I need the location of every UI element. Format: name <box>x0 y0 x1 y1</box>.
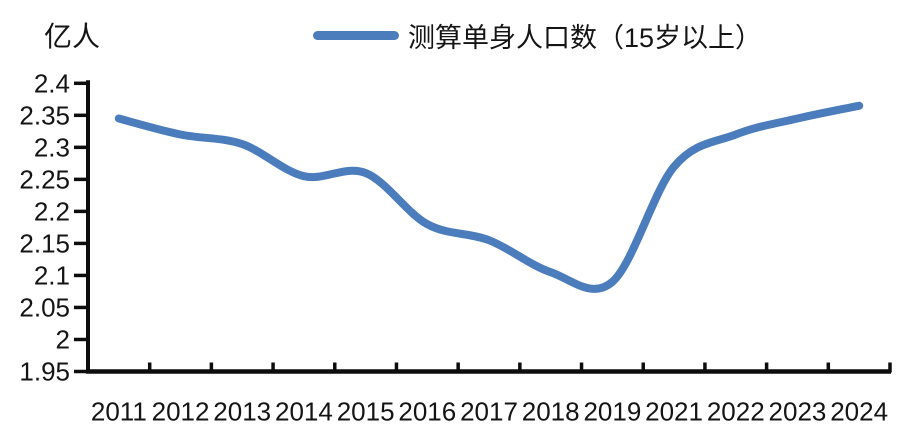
y-axis-tick-label: 1.95 <box>19 357 70 387</box>
x-axis-category-label: 2011 <box>91 397 147 427</box>
x-axis-category-label: 2013 <box>213 397 271 427</box>
x-axis-category-label: 2021 <box>645 397 703 427</box>
y-axis-tick-label: 2.3 <box>34 132 70 162</box>
legend: 测算单身人口数（15岁以上） <box>313 16 762 55</box>
y-axis-tick-label: 2.35 <box>19 100 70 130</box>
y-axis-tick-label: 2.1 <box>34 260 70 290</box>
y-axis-tick-label: 2.4 <box>34 68 70 98</box>
x-axis-category-label: 2012 <box>152 397 210 427</box>
x-axis-category-label: 2023 <box>769 397 827 427</box>
x-axis-category-label: 2018 <box>522 397 580 427</box>
x-axis-category-label: 2019 <box>583 397 641 427</box>
x-axis-category-label: 2015 <box>337 397 395 427</box>
legend-series-label: 测算单身人口数（15岁以上） <box>408 23 763 53</box>
x-axis-category-label: 2014 <box>275 397 333 427</box>
y-axis-unit-label: 亿人 <box>44 21 101 52</box>
y-axis-tick-label: 2.05 <box>19 292 70 322</box>
y-axis-tick-label: 2.2 <box>34 196 70 226</box>
legend-line-swatch-icon <box>313 31 399 40</box>
data-series-line <box>114 101 864 293</box>
y-axis-tick-label: 2 <box>56 324 70 354</box>
y-axis-tick-label: 2.25 <box>19 164 70 194</box>
y-axis-tick-label: 2.15 <box>19 228 70 258</box>
x-axis-category-label: 2017 <box>460 397 518 427</box>
x-axis-category-label: 2024 <box>830 397 888 427</box>
x-axis-category-label: 2016 <box>398 397 456 427</box>
x-axis-category-label: 2022 <box>707 397 765 427</box>
